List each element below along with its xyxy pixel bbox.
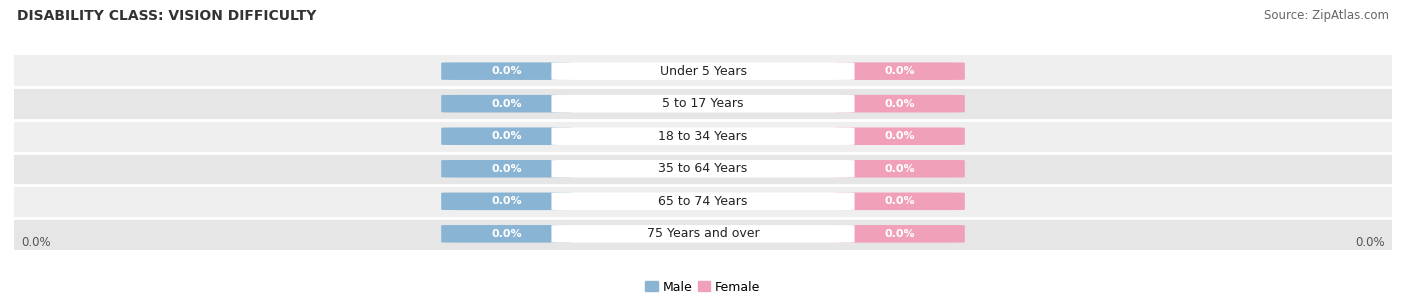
Text: 0.0%: 0.0% xyxy=(884,196,915,206)
Text: 0.0%: 0.0% xyxy=(491,66,522,76)
FancyBboxPatch shape xyxy=(441,95,572,113)
Text: 18 to 34 Years: 18 to 34 Years xyxy=(658,130,748,143)
Text: 75 Years and over: 75 Years and over xyxy=(647,227,759,240)
Text: 0.0%: 0.0% xyxy=(21,236,51,249)
FancyBboxPatch shape xyxy=(834,63,965,80)
Text: 0.0%: 0.0% xyxy=(884,229,915,239)
Text: 0.0%: 0.0% xyxy=(491,196,522,206)
FancyBboxPatch shape xyxy=(14,88,1392,120)
FancyBboxPatch shape xyxy=(834,127,965,145)
FancyBboxPatch shape xyxy=(14,185,1392,217)
Text: 0.0%: 0.0% xyxy=(884,99,915,109)
Text: Source: ZipAtlas.com: Source: ZipAtlas.com xyxy=(1264,9,1389,22)
FancyBboxPatch shape xyxy=(551,225,855,242)
FancyBboxPatch shape xyxy=(834,160,965,178)
FancyBboxPatch shape xyxy=(834,225,965,242)
FancyBboxPatch shape xyxy=(551,127,855,145)
FancyBboxPatch shape xyxy=(834,95,965,113)
FancyBboxPatch shape xyxy=(14,55,1392,88)
FancyBboxPatch shape xyxy=(441,127,572,145)
Text: 5 to 17 Years: 5 to 17 Years xyxy=(662,97,744,110)
FancyBboxPatch shape xyxy=(14,120,1392,152)
Text: 0.0%: 0.0% xyxy=(884,131,915,141)
FancyBboxPatch shape xyxy=(551,160,855,178)
FancyBboxPatch shape xyxy=(551,63,855,80)
FancyBboxPatch shape xyxy=(441,63,572,80)
Text: Under 5 Years: Under 5 Years xyxy=(659,65,747,78)
FancyBboxPatch shape xyxy=(14,152,1392,185)
FancyBboxPatch shape xyxy=(441,160,572,178)
Text: 0.0%: 0.0% xyxy=(491,164,522,174)
Text: DISABILITY CLASS: VISION DIFFICULTY: DISABILITY CLASS: VISION DIFFICULTY xyxy=(17,9,316,23)
FancyBboxPatch shape xyxy=(551,95,855,113)
Text: 0.0%: 0.0% xyxy=(884,164,915,174)
Legend: Male, Female: Male, Female xyxy=(641,275,765,299)
FancyBboxPatch shape xyxy=(834,192,965,210)
FancyBboxPatch shape xyxy=(551,192,855,210)
FancyBboxPatch shape xyxy=(14,217,1392,250)
Text: 0.0%: 0.0% xyxy=(491,229,522,239)
FancyBboxPatch shape xyxy=(441,225,572,242)
FancyBboxPatch shape xyxy=(441,192,572,210)
Text: 0.0%: 0.0% xyxy=(884,66,915,76)
Text: 0.0%: 0.0% xyxy=(1355,236,1385,249)
Text: 65 to 74 Years: 65 to 74 Years xyxy=(658,195,748,208)
Text: 0.0%: 0.0% xyxy=(491,131,522,141)
Text: 0.0%: 0.0% xyxy=(491,99,522,109)
Text: 35 to 64 Years: 35 to 64 Years xyxy=(658,162,748,175)
